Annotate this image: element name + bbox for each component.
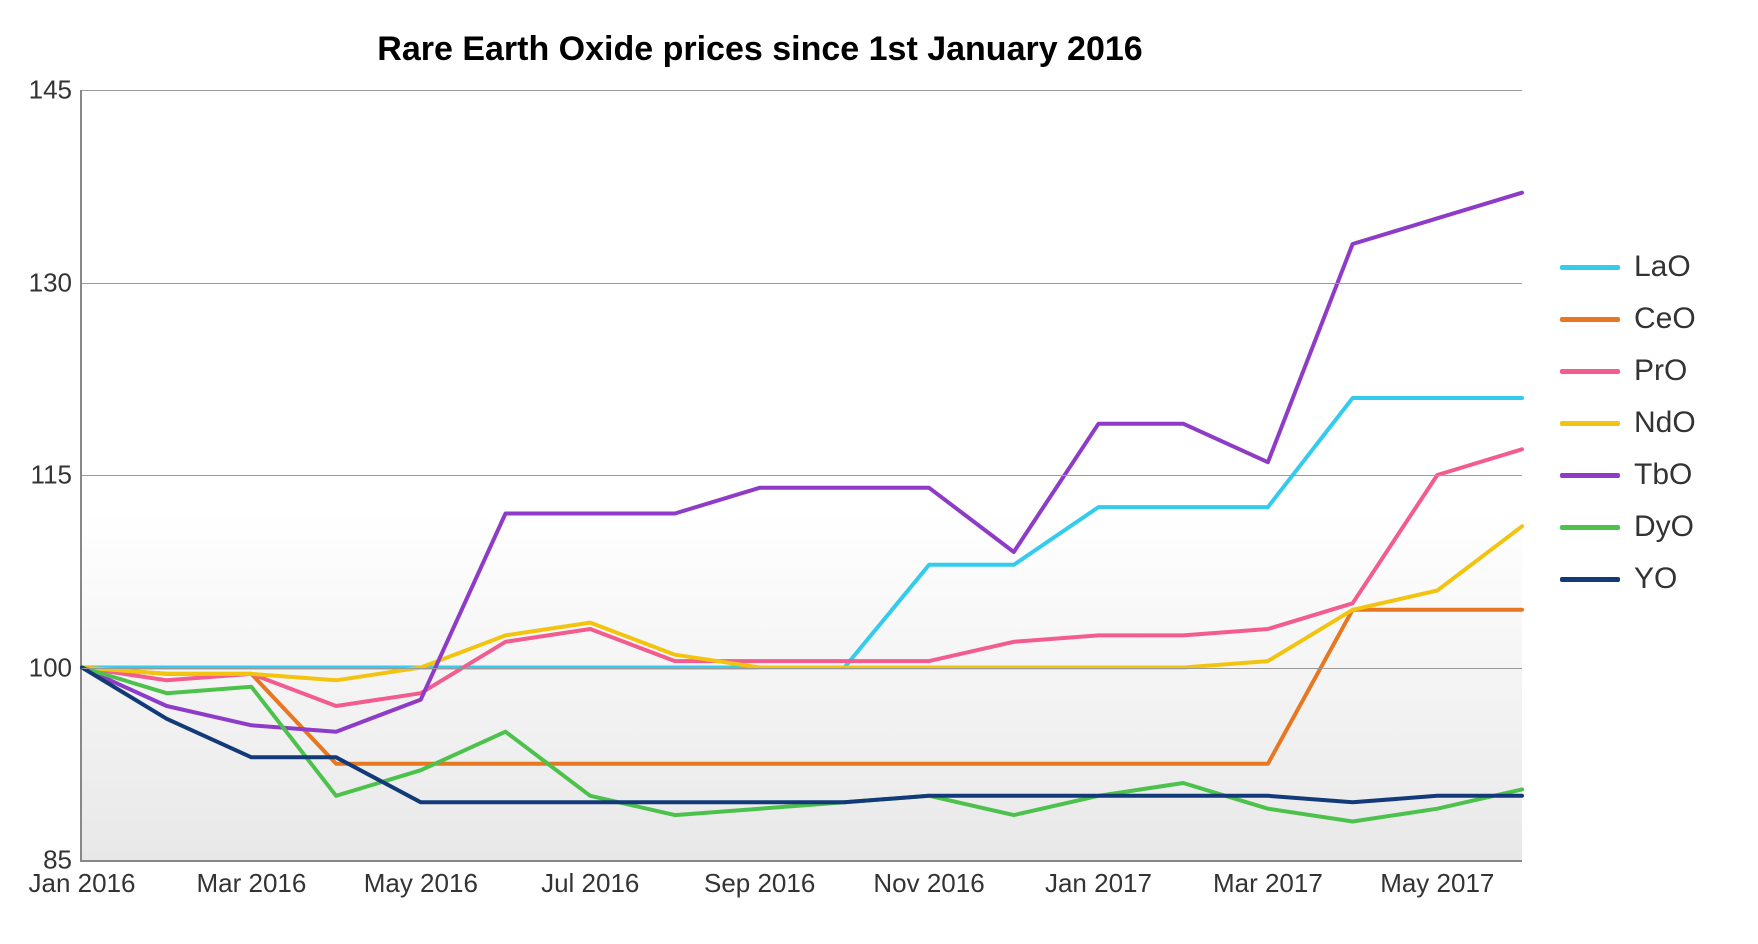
x-tick-label: Nov 2016 <box>873 868 984 899</box>
x-tick-label: Jan 2017 <box>1045 868 1152 899</box>
legend-label: YO <box>1634 562 1677 596</box>
legend: LaO CeO PrO NdO TbO DyO YO <box>1560 250 1696 614</box>
legend-swatch <box>1560 525 1620 530</box>
legend-label: CeO <box>1634 302 1696 336</box>
series-line-yo <box>82 668 1522 803</box>
gridline <box>82 90 1522 91</box>
y-tick-label: 115 <box>31 460 72 491</box>
x-tick-label: May 2017 <box>1380 868 1494 899</box>
y-tick-label: 145 <box>29 75 72 106</box>
legend-label: TbO <box>1634 458 1692 492</box>
x-tick-label: Sep 2016 <box>704 868 815 899</box>
legend-swatch <box>1560 265 1620 270</box>
x-tick-label: Jul 2016 <box>541 868 639 899</box>
series-line-ndo <box>82 526 1522 680</box>
legend-swatch <box>1560 317 1620 322</box>
chart-title: Rare Earth Oxide prices since 1st Januar… <box>0 30 1520 69</box>
legend-label: NdO <box>1634 406 1696 440</box>
gridline <box>82 668 1522 669</box>
x-tick-label: Jan 2016 <box>29 868 136 899</box>
gridline <box>82 283 1522 284</box>
legend-item-ndo: NdO <box>1560 406 1696 440</box>
series-line-ceo <box>82 610 1522 764</box>
legend-label: LaO <box>1634 250 1691 284</box>
series-line-tbo <box>82 193 1522 732</box>
legend-item-ceo: CeO <box>1560 302 1696 336</box>
x-tick-label: May 2016 <box>364 868 478 899</box>
series-line-lao <box>82 398 1522 668</box>
gridline <box>82 475 1522 476</box>
legend-swatch <box>1560 473 1620 478</box>
x-tick-label: Mar 2017 <box>1213 868 1323 899</box>
legend-item-lao: LaO <box>1560 250 1696 284</box>
chart-container: Rare Earth Oxide prices since 1st Januar… <box>0 0 1758 944</box>
x-tick-label: Mar 2016 <box>196 868 306 899</box>
y-tick-label: 100 <box>29 652 72 683</box>
legend-label: DyO <box>1634 510 1694 544</box>
legend-swatch <box>1560 577 1620 582</box>
legend-item-tbo: TbO <box>1560 458 1696 492</box>
legend-swatch <box>1560 369 1620 374</box>
legend-item-pro: PrO <box>1560 354 1696 388</box>
legend-swatch <box>1560 421 1620 426</box>
legend-label: PrO <box>1634 354 1687 388</box>
plot-area: 85100115130145Jan 2016Mar 2016May 2016Ju… <box>80 90 1522 862</box>
y-tick-label: 130 <box>29 267 72 298</box>
legend-item-yo: YO <box>1560 562 1696 596</box>
legend-item-dyo: DyO <box>1560 510 1696 544</box>
